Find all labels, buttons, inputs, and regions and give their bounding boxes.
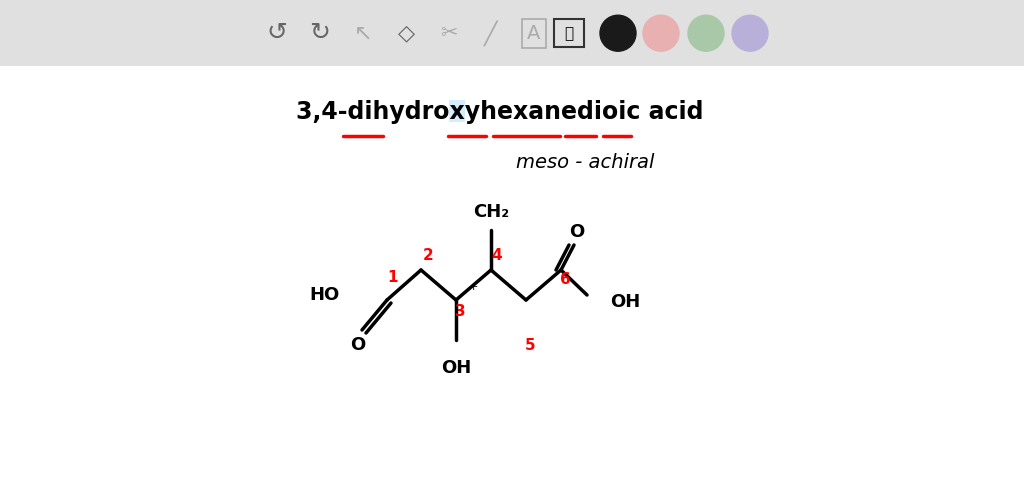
Text: 3: 3	[455, 305, 465, 319]
Circle shape	[688, 15, 724, 51]
Text: 5: 5	[524, 338, 536, 352]
Bar	[449, 100, 465, 122]
Text: 3,4-dihydroxyhexanedioic acid: 3,4-dihydroxyhexanedioic acid	[296, 100, 703, 124]
Text: 4: 4	[492, 247, 503, 263]
Text: ◇: ◇	[397, 23, 415, 43]
Text: A: A	[527, 24, 541, 43]
Text: OH: OH	[441, 359, 471, 377]
Text: O: O	[569, 223, 585, 241]
Bar	[0, 0, 1024, 66]
Circle shape	[732, 15, 768, 51]
Text: O: O	[350, 336, 366, 354]
Circle shape	[643, 15, 679, 51]
Text: 1: 1	[388, 271, 398, 285]
Text: ↖: ↖	[353, 23, 373, 43]
Text: OH: OH	[610, 293, 640, 311]
Text: ⛰: ⛰	[564, 26, 573, 41]
Text: 6: 6	[560, 273, 570, 287]
Text: HO: HO	[309, 286, 340, 304]
Circle shape	[600, 15, 636, 51]
Text: ↺: ↺	[266, 21, 288, 45]
Text: meso - achiral: meso - achiral	[516, 153, 654, 172]
Text: ╱: ╱	[484, 20, 498, 46]
Text: ↻: ↻	[309, 21, 331, 45]
Text: ✂: ✂	[440, 23, 458, 43]
Text: CH₂: CH₂	[473, 203, 509, 221]
Text: +: +	[468, 282, 477, 292]
Text: 2: 2	[423, 247, 433, 263]
